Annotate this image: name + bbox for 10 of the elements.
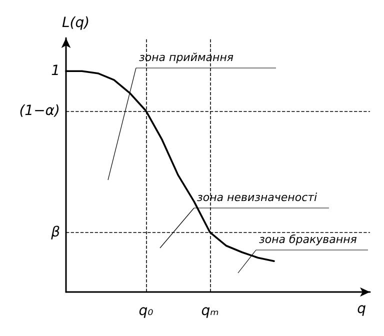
x-tick-label: qₘ <box>201 303 220 319</box>
y-tick-label: 1 <box>51 63 60 80</box>
y-tick-label: (1−α) <box>19 102 60 119</box>
x-tick-label: q₀ <box>138 303 154 319</box>
annotation: зона невизначеності <box>197 191 318 204</box>
x-axis-title: q <box>357 301 366 317</box>
y-tick-label: β <box>50 224 60 240</box>
annotation: зона бракування <box>259 233 358 246</box>
y-axis-title: L(q) <box>62 15 90 31</box>
annotation: зона приймання <box>139 51 234 64</box>
